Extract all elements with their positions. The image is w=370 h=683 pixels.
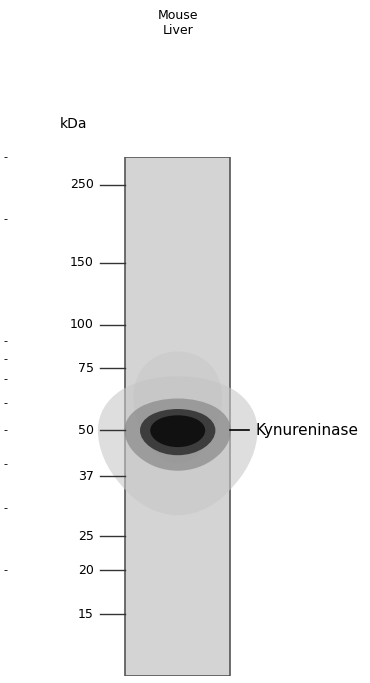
Text: 150: 150 (70, 256, 94, 269)
Text: kDa: kDa (60, 117, 88, 131)
Text: 25: 25 (78, 530, 94, 543)
Text: 20: 20 (78, 563, 94, 576)
Ellipse shape (98, 376, 258, 515)
Ellipse shape (133, 352, 222, 464)
Text: 50: 50 (78, 424, 94, 437)
Ellipse shape (140, 409, 215, 456)
Ellipse shape (150, 415, 205, 447)
Text: 250: 250 (70, 178, 94, 191)
Text: Kynureninase: Kynureninase (255, 423, 358, 438)
Bar (125, 157, 231, 676)
Text: 15: 15 (78, 608, 94, 621)
Text: 37: 37 (78, 470, 94, 483)
Text: Mouse
Liver: Mouse Liver (158, 8, 198, 36)
Ellipse shape (124, 398, 231, 471)
Text: 75: 75 (78, 362, 94, 375)
Text: 100: 100 (70, 318, 94, 331)
